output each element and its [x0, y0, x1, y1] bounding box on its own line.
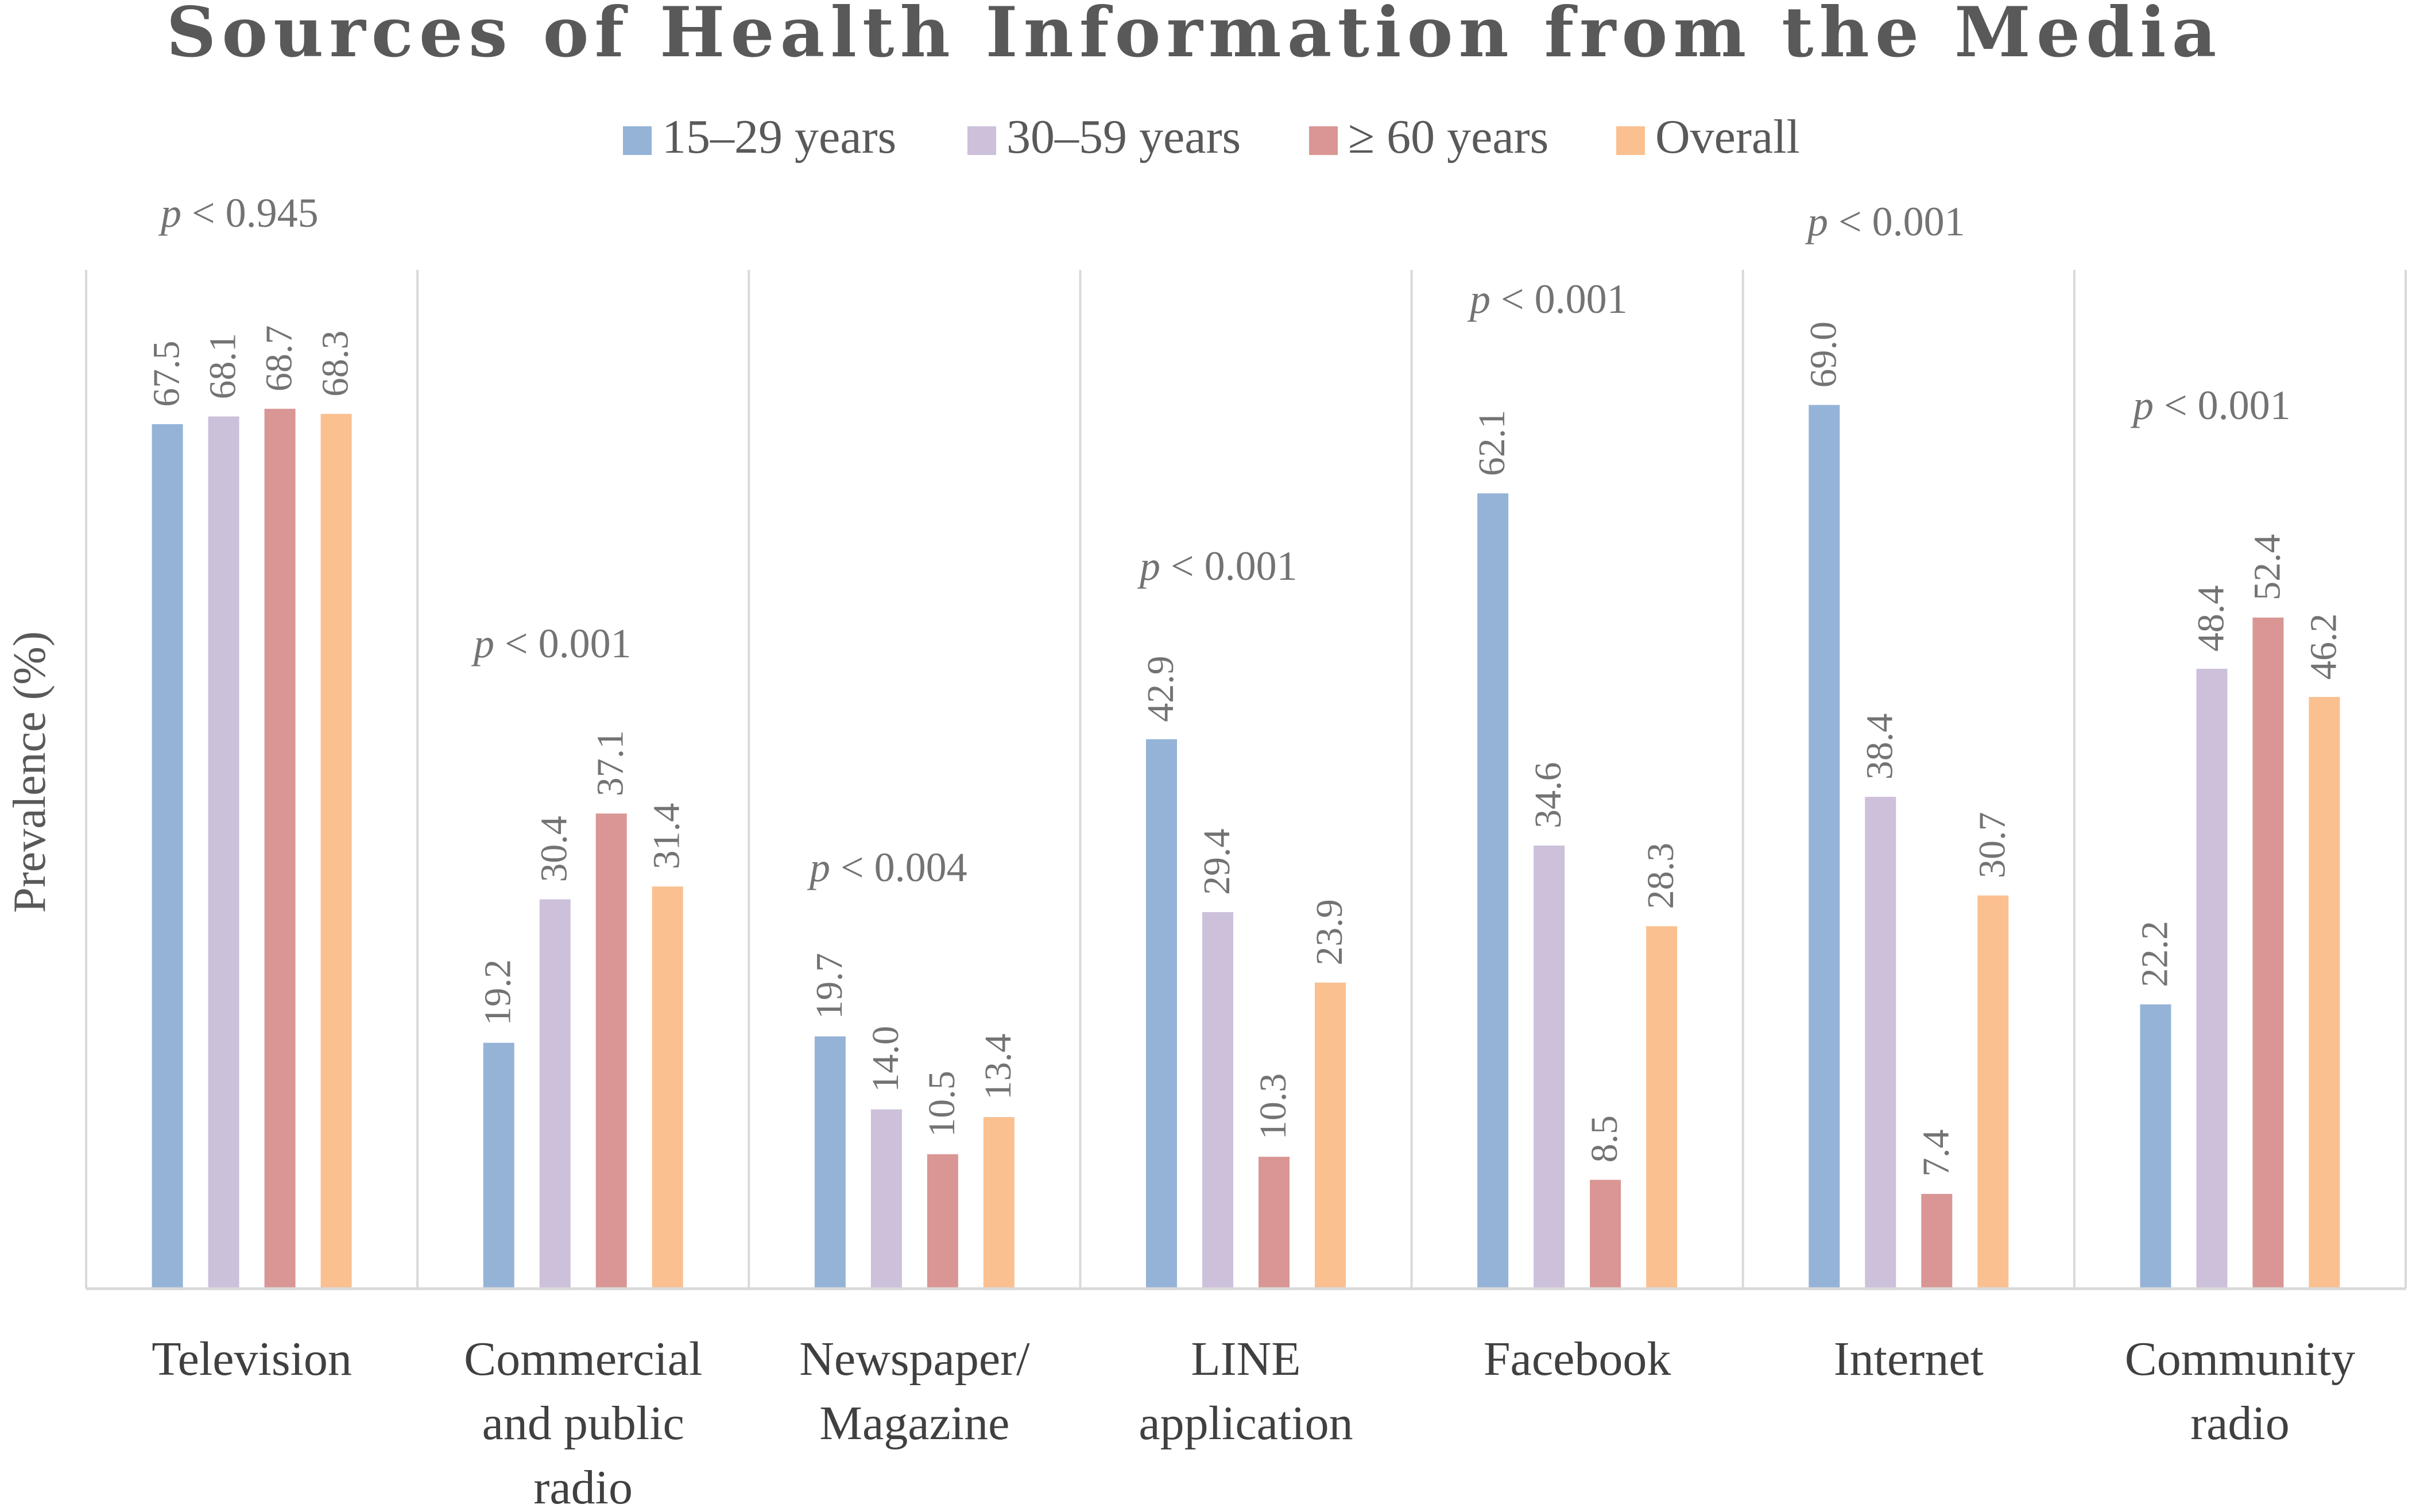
bar-2-1: [483, 1042, 514, 1289]
p-value-2: p < 0.001: [471, 621, 632, 666]
data-label-7-1: 22.2: [2134, 921, 2175, 987]
bar-5-3: [1590, 1180, 1621, 1289]
legend-label-3: ≥ 60 years: [1348, 110, 1548, 164]
bar-1-4: [320, 414, 352, 1289]
data-label-1-1: 67.5: [146, 340, 188, 407]
bar-2-3: [595, 813, 627, 1289]
data-label-2-1: 19.2: [477, 959, 519, 1026]
p-value-5: p < 0.001: [1467, 276, 1628, 322]
data-label-6-2: 38.4: [1859, 714, 1900, 780]
category-separators: [85, 270, 2407, 1289]
category-labels: Television Commercial and public radio Newsp…: [152, 1332, 2355, 1512]
category-label-7-line-2: radio: [2190, 1397, 2290, 1450]
bar-3-2: [870, 1109, 902, 1289]
data-label-7-4: 46.2: [2302, 614, 2344, 680]
legend-label-1: 15–29 years: [662, 110, 896, 164]
bar-1-2: [208, 416, 239, 1289]
category-label-3-line-1: Newspaper/: [799, 1332, 1030, 1386]
data-label-5-2: 34.6: [1527, 762, 1569, 828]
bars: [152, 405, 2340, 1289]
bar-1-3: [264, 409, 296, 1289]
data-label-3-4: 13.4: [977, 1034, 1019, 1100]
data-label-5-1: 62.1: [1471, 410, 1513, 476]
data-label-5-4: 28.3: [1640, 843, 1682, 909]
bar-2-4: [652, 886, 683, 1289]
bar-4-3: [1259, 1157, 1290, 1289]
bar-5-1: [1477, 493, 1509, 1289]
legend-swatch-1: [623, 126, 652, 155]
data-label-2-2: 30.4: [533, 816, 575, 882]
bar-3-4: [983, 1117, 1015, 1289]
data-label-2-3: 37.1: [590, 730, 632, 797]
bar-7-2: [2196, 669, 2228, 1289]
bar-6-1: [1809, 405, 1840, 1289]
data-label-6-4: 30.7: [1971, 812, 2013, 879]
bar-4-1: [1146, 739, 1177, 1289]
category-label-2-line-1: Commercial: [464, 1332, 702, 1386]
category-label-4-line-2: application: [1139, 1397, 1353, 1450]
data-label-1-3: 68.7: [258, 325, 300, 392]
p-value-1: p < 0.945: [158, 190, 319, 236]
data-label-3-1: 19.7: [808, 953, 850, 1019]
bar-1-1: [152, 424, 183, 1289]
data-label-6-1: 69.0: [1802, 321, 1844, 388]
category-label-2-line-2: and public: [482, 1397, 684, 1450]
data-label-2-4: 31.4: [646, 803, 688, 870]
p-value-7: p < 0.001: [2130, 382, 2291, 428]
data-label-1-2: 68.1: [202, 333, 244, 399]
category-label-3-line-2: Magazine: [819, 1397, 1009, 1450]
bar-7-3: [2252, 617, 2284, 1289]
data-label-7-2: 48.4: [2190, 586, 2232, 652]
bar-5-4: [1646, 926, 1678, 1289]
y-axis-label: Prevalence (%): [5, 631, 55, 913]
bar-3-1: [814, 1036, 846, 1289]
category-label-1-line-1: Television: [152, 1332, 352, 1386]
data-label-3-3: 10.5: [921, 1071, 963, 1137]
value-labels: 67.5 68.1 68.7 68.3 19.2 30.4 37.1 31.4 19.7 14.0…: [146, 321, 2345, 1177]
data-label-4-4: 23.9: [1308, 899, 1350, 966]
legend-swatch-2: [967, 126, 996, 155]
legend: 15–29 years 30–59 years ≥ 60 years Overall: [623, 110, 1800, 164]
bar-4-2: [1202, 912, 1233, 1289]
p-value-6: p < 0.001: [1805, 199, 1965, 245]
data-label-7-3: 52.4: [2246, 534, 2288, 600]
bar-2-2: [539, 899, 571, 1289]
category-label-6-line-1: Internet: [1834, 1332, 1984, 1386]
legend-label-2: 30–59 years: [1006, 110, 1241, 164]
p-value-annotations: p < 0.945 p < 0.001 p < 0.004 p < 0.001 p < …: [158, 190, 2291, 890]
data-label-5-3: 8.5: [1583, 1115, 1625, 1163]
legend-swatch-3: [1309, 126, 1338, 155]
bar-6-4: [1977, 895, 2009, 1289]
bar-7-4: [2309, 697, 2340, 1289]
category-label-7-line-1: Community: [2125, 1332, 2355, 1386]
data-label-3-2: 14.0: [865, 1026, 907, 1092]
bar-5-2: [1534, 845, 1565, 1289]
p-value-3: p < 0.004: [807, 844, 967, 890]
data-label-6-3: 7.4: [1915, 1129, 1957, 1177]
category-label-4-line-1: LINE: [1191, 1332, 1300, 1386]
bar-6-3: [1921, 1193, 1953, 1289]
data-label-4-3: 10.3: [1252, 1073, 1294, 1140]
chart-title: Sources of Health Information from the M…: [167, 0, 2223, 73]
category-label-5-line-1: Facebook: [1484, 1332, 1671, 1386]
bar-4-4: [1315, 982, 1346, 1289]
data-label-1-4: 68.3: [315, 331, 357, 397]
bar-3-3: [927, 1154, 958, 1289]
category-label-2-line-3: radio: [533, 1461, 633, 1509]
p-value-4: p < 0.001: [1137, 543, 1298, 589]
legend-swatch-4: [1616, 126, 1645, 155]
legend-label-4: Overall: [1655, 110, 1800, 164]
bar-6-2: [1865, 797, 1896, 1289]
data-label-4-1: 42.9: [1140, 656, 1182, 722]
data-label-4-2: 29.4: [1196, 829, 1238, 895]
bar-7-1: [2140, 1004, 2171, 1289]
